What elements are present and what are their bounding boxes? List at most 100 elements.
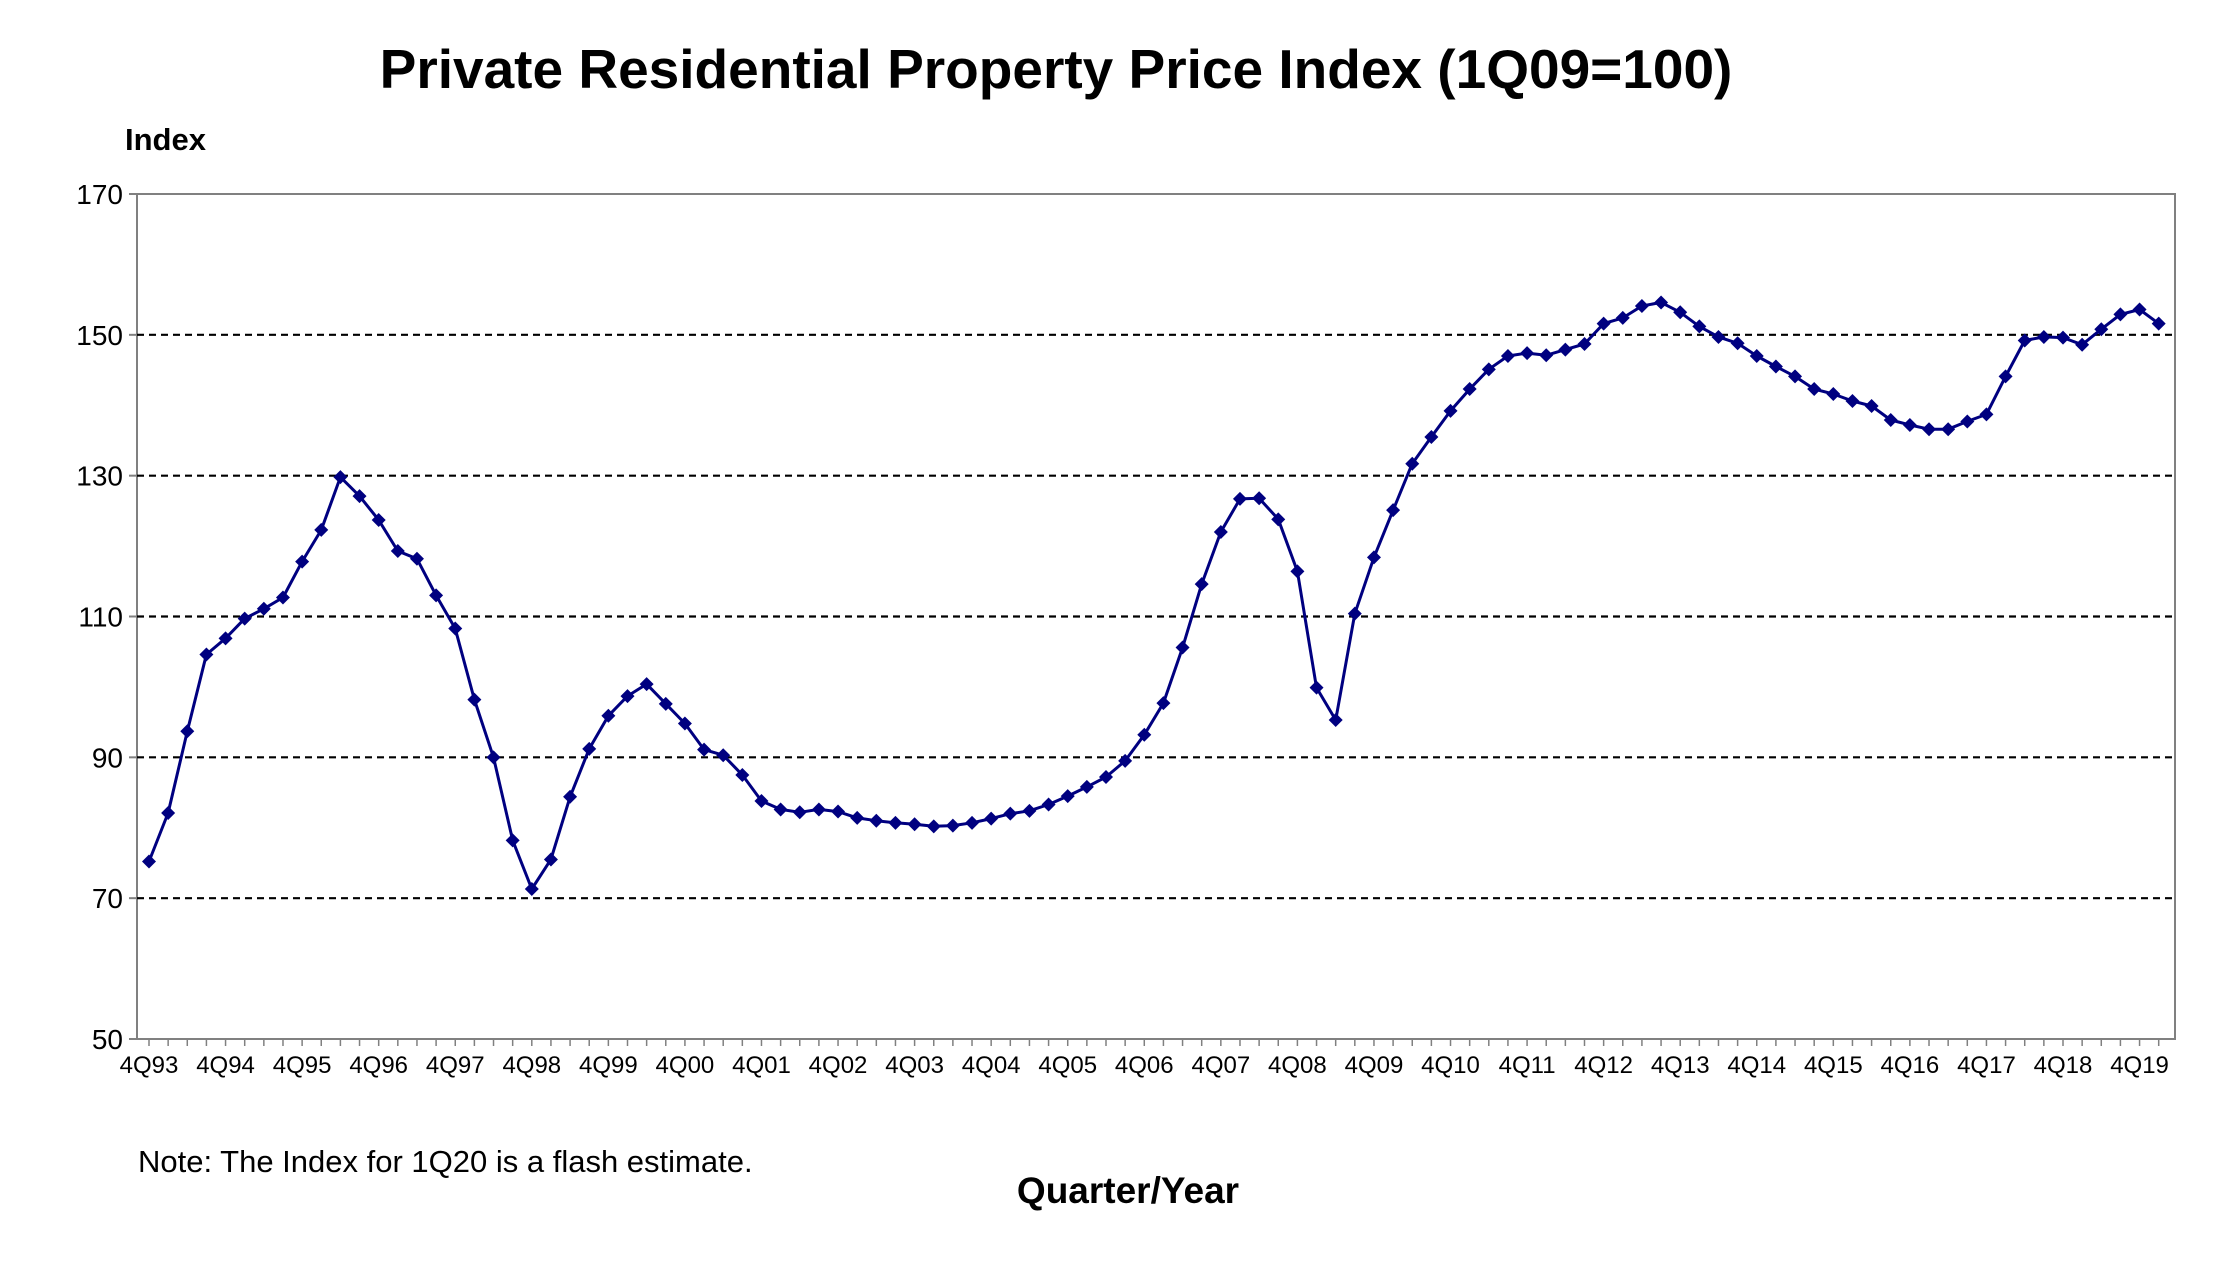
x-tick-label: 4Q01 <box>732 1052 791 1079</box>
x-tick-label: 4Q95 <box>273 1052 332 1079</box>
series-layer <box>142 295 2166 897</box>
data-point <box>716 748 731 763</box>
data-point <box>620 689 635 704</box>
data-point <box>811 802 826 817</box>
data-point <box>1730 336 1745 351</box>
chart-note: Note: The Index for 1Q20 is a flash esti… <box>138 1144 753 1179</box>
data-point <box>1826 386 1841 401</box>
data-point <box>352 489 367 504</box>
data-point <box>2017 333 2032 348</box>
data-point <box>677 716 692 731</box>
data-point <box>1941 422 1956 437</box>
data-point <box>1960 414 1975 429</box>
data-point <box>945 818 960 833</box>
data-point <box>161 805 176 820</box>
data-point <box>1654 295 1669 310</box>
data-point <box>2113 307 2128 322</box>
data-point <box>1328 713 1343 728</box>
x-tick-label: 4Q07 <box>1191 1052 1250 1079</box>
data-point <box>448 621 463 636</box>
data-point <box>314 522 329 537</box>
data-point <box>371 513 386 528</box>
x-axis-label: Quarter/Year <box>1017 1170 1239 1211</box>
data-point <box>1520 346 1535 361</box>
axis-layer: 50 70 90 110 130 150 170 4Q93 4Q94 4Q95 4Q96 4Q97 4Q… <box>76 179 2169 1079</box>
data-point <box>831 804 846 819</box>
data-point <box>1577 336 1592 351</box>
data-point <box>1558 342 1573 357</box>
y-tick-label: 50 <box>92 1024 123 1055</box>
data-point <box>1539 348 1554 363</box>
data-point <box>2132 302 2147 317</box>
x-tick-label: 4Q18 <box>2034 1052 2093 1079</box>
data-point <box>1175 640 1190 655</box>
x-tick-label: 4Q19 <box>2110 1052 2169 1079</box>
data-point <box>1347 606 1362 621</box>
data-point <box>1864 398 1879 413</box>
data-point <box>639 677 654 692</box>
chart-title: Private Residential Property Price Index… <box>380 38 1733 100</box>
x-tick-label: 4Q10 <box>1421 1052 1480 1079</box>
data-point <box>1041 797 1056 812</box>
data-point <box>1979 407 1994 422</box>
data-point <box>1615 310 1630 325</box>
data-point <box>1845 394 1860 409</box>
data-point <box>888 815 903 830</box>
data-point <box>1232 491 1247 506</box>
data-point <box>965 815 980 830</box>
data-point <box>1252 491 1267 506</box>
data-point <box>1271 512 1286 527</box>
data-point <box>2056 330 2070 345</box>
data-point <box>1500 348 1515 363</box>
data-point <box>237 611 252 626</box>
data-point <box>1366 550 1381 565</box>
y-tick-label: 130 <box>76 461 123 492</box>
data-point <box>1711 329 1726 344</box>
x-tick-label: 4Q12 <box>1574 1052 1633 1079</box>
data-point <box>256 601 271 616</box>
data-point <box>582 741 597 756</box>
data-point <box>907 817 922 832</box>
data-point <box>1749 348 1764 363</box>
data-point <box>1462 382 1477 397</box>
data-point <box>601 708 616 723</box>
data-point <box>295 554 310 569</box>
x-tick-label: 4Q14 <box>1727 1052 1786 1079</box>
y-axis-label: Index <box>125 122 207 157</box>
x-tick-label: 4Q15 <box>1804 1052 1863 1079</box>
data-point <box>1099 770 1113 785</box>
x-tick-label: 4Q98 <box>502 1052 561 1079</box>
data-point <box>390 544 405 559</box>
data-point <box>1079 779 1094 794</box>
data-point <box>926 819 941 834</box>
data-point <box>1788 369 1803 384</box>
data-point <box>984 811 999 826</box>
data-point <box>792 805 807 820</box>
data-point <box>1309 680 1324 695</box>
x-tick-label: 4Q16 <box>1881 1052 1940 1079</box>
x-tick-label: 4Q09 <box>1345 1052 1404 1079</box>
x-tick-label: 4Q13 <box>1651 1052 1710 1079</box>
data-point <box>869 813 884 828</box>
x-tick-label: 4Q11 <box>1499 1052 1556 1079</box>
data-point <box>1902 417 1917 432</box>
data-point <box>1213 525 1228 539</box>
data-point <box>1443 403 1458 418</box>
y-tick-label: 70 <box>92 883 123 914</box>
data-point <box>505 833 520 848</box>
data-point <box>1022 803 1037 818</box>
x-tick-label: 4Q03 <box>885 1052 944 1079</box>
data-point <box>218 631 233 646</box>
x-tick-label: 4Q97 <box>426 1052 485 1079</box>
y-tick-label: 150 <box>76 320 123 351</box>
grid-layer <box>137 333 2175 900</box>
x-tick-label: 4Q04 <box>962 1052 1021 1079</box>
data-point <box>180 724 195 739</box>
x-tick-label: 4Q94 <box>196 1052 255 1079</box>
data-point <box>1290 564 1305 579</box>
x-tick-label: 4Q02 <box>809 1052 868 1079</box>
data-point <box>467 692 482 707</box>
y-tick-label: 170 <box>76 179 123 210</box>
